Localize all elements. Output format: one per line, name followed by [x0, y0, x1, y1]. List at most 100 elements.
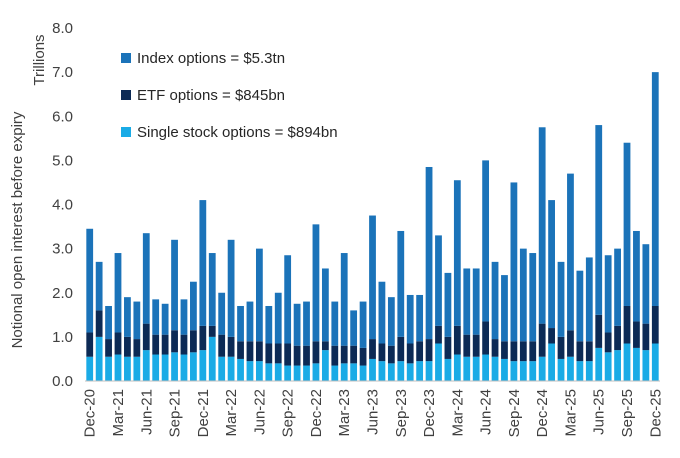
- bar-segment: [199, 350, 207, 381]
- bar-segment: [510, 341, 518, 362]
- bar-segment: [86, 356, 94, 381]
- bar-segment: [604, 352, 612, 381]
- bar-segment: [265, 305, 273, 344]
- x-tick-label: Jun-23: [365, 389, 382, 435]
- legend-label: Index options = $5.3tn: [137, 50, 285, 67]
- x-tick-label: Jun-21: [138, 389, 155, 435]
- bar-segment: [274, 343, 282, 364]
- bar-segment: [359, 365, 367, 381]
- x-tick-label: Sep-23: [393, 389, 410, 437]
- legend: Index options = $5.3tn ETF options = $845…: [121, 50, 338, 141]
- bars-layer: [86, 72, 659, 382]
- bar-segment: [633, 321, 640, 348]
- bar-segment: [463, 334, 471, 357]
- bar-segment: [133, 301, 141, 340]
- bar-segment: [387, 297, 395, 346]
- bar-segment: [651, 72, 659, 306]
- y-axis-label: Notional open interest before expiry: [9, 111, 26, 348]
- bar-segment: [453, 325, 461, 355]
- bar-segment: [312, 224, 320, 342]
- bar-segment: [614, 248, 621, 326]
- bar-segment: [576, 361, 584, 381]
- bar-segment: [274, 363, 282, 381]
- y-tick-label: 5.0: [52, 152, 73, 169]
- bar-segment: [463, 356, 471, 381]
- bar-segment: [576, 341, 584, 362]
- bar-segment: [604, 255, 612, 333]
- bar-segment: [246, 301, 254, 342]
- bar-segment: [633, 230, 640, 322]
- x-tick-label: Jun-24: [478, 389, 495, 435]
- bar-segment: [595, 125, 603, 315]
- y-tick-label: 6.0: [52, 108, 73, 125]
- bar-segment: [435, 235, 442, 326]
- bar-segment: [255, 248, 263, 342]
- bar-segment: [378, 343, 386, 362]
- bar-segment: [218, 356, 226, 381]
- bar-segment: [350, 310, 358, 346]
- bar-segment: [321, 350, 329, 381]
- bar-segment: [284, 255, 292, 344]
- bar-segment: [567, 330, 574, 357]
- x-tick-label: Mar-24: [449, 389, 466, 437]
- legend-label: ETF options = $845bn: [137, 87, 285, 104]
- bar-segment: [567, 356, 574, 381]
- bar-segment: [142, 350, 150, 381]
- bar-segment: [463, 268, 471, 335]
- bar-segment: [595, 347, 603, 381]
- bar-segment: [105, 339, 112, 357]
- bar-segment: [218, 292, 226, 335]
- bar-segment: [180, 299, 188, 335]
- bar-segment: [397, 361, 405, 381]
- y-tick-label: 4.0: [52, 197, 73, 214]
- bar-segment: [180, 354, 188, 381]
- bar-segment: [472, 356, 480, 381]
- bar-segment: [651, 343, 659, 381]
- y-tick-label: 1.0: [52, 329, 73, 346]
- bar-segment: [274, 292, 282, 344]
- bar-segment: [208, 253, 216, 326]
- bar-segment: [529, 361, 537, 381]
- bar-segment: [331, 345, 339, 366]
- bar-segment: [501, 358, 508, 381]
- bar-segment: [95, 261, 103, 311]
- bar-segment: [171, 330, 178, 353]
- bar-segment: [642, 244, 650, 324]
- bar-segment: [416, 361, 424, 381]
- bar-segment: [369, 339, 376, 359]
- bar-segment: [585, 341, 593, 362]
- bar-segment: [387, 345, 395, 364]
- x-tick-label: Mar-25: [562, 389, 579, 437]
- bar-segment: [331, 301, 339, 346]
- bar-segment: [265, 363, 273, 381]
- bar-segment: [171, 352, 178, 381]
- bar-segment: [359, 347, 367, 366]
- bar-segment: [152, 299, 160, 335]
- bar-segment: [378, 361, 386, 381]
- bar-segment: [133, 356, 141, 381]
- bar-segment: [293, 345, 301, 366]
- bar-segment: [208, 325, 216, 337]
- bar-segment: [124, 356, 131, 381]
- bar-segment: [293, 365, 301, 381]
- bar-segment: [161, 303, 169, 335]
- bar-segment: [482, 354, 490, 381]
- bar-segment: [435, 343, 442, 381]
- bar-segment: [651, 305, 659, 344]
- bar-segment: [359, 301, 367, 348]
- bar-segment: [369, 215, 376, 340]
- x-tick-label: Jun-22: [251, 389, 268, 435]
- bar-segment: [548, 200, 555, 329]
- bar-segment: [548, 343, 555, 381]
- x-tick-label: Dec-25: [647, 389, 664, 437]
- bar-segment: [142, 233, 150, 324]
- bar-segment: [501, 275, 508, 342]
- legend-swatch: [121, 53, 131, 63]
- bar-segment: [397, 230, 405, 337]
- bar-segment: [416, 341, 424, 362]
- bar-segment: [472, 268, 480, 335]
- bar-segment: [453, 180, 461, 326]
- bar-segment: [142, 323, 150, 351]
- bar-segment: [190, 352, 197, 381]
- bar-segment: [529, 341, 537, 362]
